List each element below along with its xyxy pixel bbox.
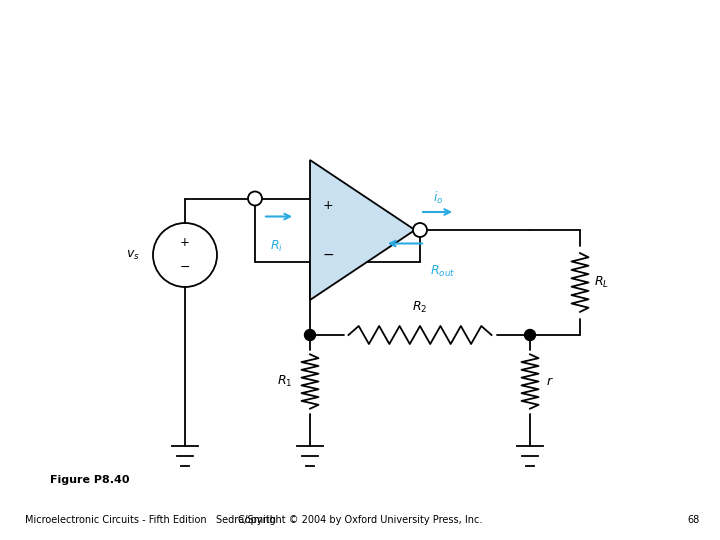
Text: −: − [322, 247, 334, 261]
Text: +: + [180, 237, 190, 249]
Circle shape [305, 329, 315, 341]
Text: $R_1$: $R_1$ [276, 374, 292, 389]
Circle shape [248, 192, 262, 206]
Text: Copyright © 2004 by Oxford University Press, Inc.: Copyright © 2004 by Oxford University Pr… [238, 515, 482, 525]
Text: $r$: $r$ [546, 375, 554, 388]
Text: 68: 68 [688, 515, 700, 525]
Text: $v_s$: $v_s$ [126, 248, 140, 261]
Text: $R_2$: $R_2$ [413, 300, 428, 315]
Polygon shape [310, 160, 415, 300]
Text: $R_L$: $R_L$ [594, 275, 609, 290]
Text: −: − [180, 261, 190, 274]
Text: $i_o$: $i_o$ [433, 190, 444, 206]
Text: Microelectronic Circuits - Fifth Edition   Sedra/Smith: Microelectronic Circuits - Fifth Edition… [25, 515, 276, 525]
Text: +: + [323, 199, 333, 212]
Text: $R_{out}$: $R_{out}$ [430, 264, 455, 279]
Text: Figure P8.40: Figure P8.40 [50, 475, 130, 485]
Circle shape [524, 329, 536, 341]
Circle shape [413, 223, 427, 237]
Text: $R_i$: $R_i$ [271, 239, 284, 254]
